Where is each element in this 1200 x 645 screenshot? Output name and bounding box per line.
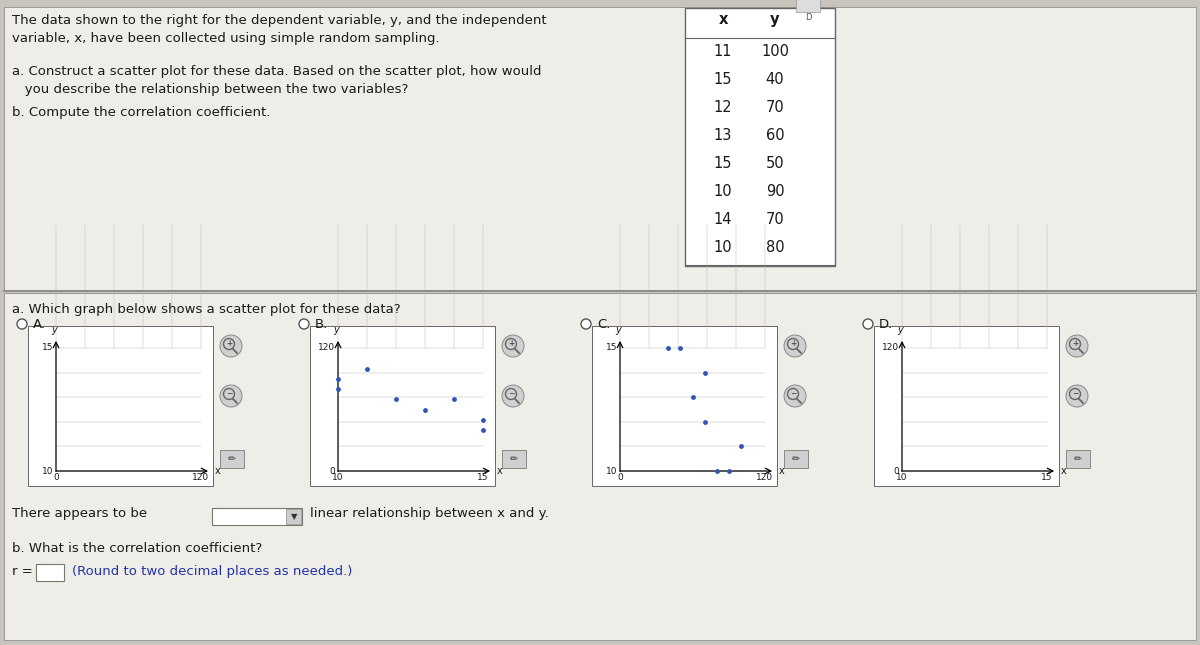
Text: 10: 10	[896, 473, 907, 482]
Circle shape	[784, 385, 806, 407]
Text: y: y	[898, 325, 902, 335]
Text: D.: D.	[878, 318, 893, 331]
Text: 60: 60	[766, 128, 785, 143]
Text: 0: 0	[329, 466, 335, 475]
Text: +: +	[1072, 339, 1078, 348]
Text: x: x	[779, 466, 785, 476]
FancyBboxPatch shape	[286, 509, 301, 524]
Text: b. What is the correlation coefficient?: b. What is the correlation coefficient?	[12, 542, 263, 555]
Text: −: −	[790, 390, 796, 399]
Text: 15: 15	[714, 72, 732, 87]
Text: y: y	[770, 12, 780, 27]
Text: 15: 15	[714, 156, 732, 171]
Text: 80: 80	[766, 240, 785, 255]
Text: 120: 120	[318, 344, 335, 353]
Text: ✏: ✏	[228, 454, 236, 464]
Circle shape	[502, 335, 524, 357]
FancyBboxPatch shape	[784, 450, 808, 468]
Text: r =: r =	[12, 565, 32, 578]
FancyBboxPatch shape	[36, 564, 64, 581]
Text: 70: 70	[766, 100, 785, 115]
FancyBboxPatch shape	[4, 7, 1196, 290]
Text: 10: 10	[42, 466, 53, 475]
Text: 0: 0	[617, 473, 623, 482]
Text: 120: 120	[192, 473, 210, 482]
Text: 50: 50	[766, 156, 785, 171]
Text: 0: 0	[893, 466, 899, 475]
Text: linear relationship between x and y.: linear relationship between x and y.	[310, 507, 548, 520]
FancyBboxPatch shape	[874, 326, 1060, 486]
Text: −: −	[508, 390, 514, 399]
Text: x: x	[497, 466, 503, 476]
Text: ✏: ✏	[510, 454, 518, 464]
FancyBboxPatch shape	[4, 293, 1196, 640]
Circle shape	[581, 319, 592, 329]
FancyBboxPatch shape	[1066, 450, 1090, 468]
Text: 0: 0	[53, 473, 59, 482]
Text: B.: B.	[314, 318, 329, 331]
Text: 100: 100	[761, 44, 790, 59]
Text: 120: 120	[882, 344, 899, 353]
Text: −: −	[226, 390, 232, 399]
Text: C.: C.	[598, 318, 611, 331]
Text: b. Compute the correlation coefficient.: b. Compute the correlation coefficient.	[12, 106, 270, 119]
FancyBboxPatch shape	[685, 8, 835, 266]
Text: 120: 120	[756, 473, 774, 482]
Text: ▼: ▼	[290, 513, 298, 522]
Text: +: +	[790, 339, 796, 348]
Text: x: x	[719, 12, 727, 27]
Text: a. Construct a scatter plot for these data. Based on the scatter plot, how would: a. Construct a scatter plot for these da…	[12, 65, 541, 78]
Text: variable, x, have been collected using simple random sampling.: variable, x, have been collected using s…	[12, 32, 439, 45]
FancyBboxPatch shape	[502, 450, 526, 468]
Text: ✏: ✏	[1074, 454, 1082, 464]
Text: 40: 40	[766, 72, 785, 87]
Text: 15: 15	[606, 344, 617, 353]
Text: 70: 70	[766, 212, 785, 227]
Text: 11: 11	[714, 44, 732, 59]
Text: A.: A.	[34, 318, 46, 331]
Text: you describe the relationship between the two variables?: you describe the relationship between th…	[12, 83, 408, 96]
Text: 10: 10	[332, 473, 343, 482]
FancyBboxPatch shape	[28, 326, 214, 486]
Text: x: x	[1061, 466, 1067, 476]
Text: There appears to be: There appears to be	[12, 507, 148, 520]
Text: a. Which graph below shows a scatter plot for these data?: a. Which graph below shows a scatter plo…	[12, 303, 401, 316]
Circle shape	[502, 385, 524, 407]
Text: 90: 90	[766, 184, 785, 199]
Circle shape	[1066, 335, 1088, 357]
Circle shape	[1066, 385, 1088, 407]
Text: −: −	[1072, 390, 1078, 399]
FancyBboxPatch shape	[220, 450, 244, 468]
Text: The data shown to the right for the dependent variable, y, and the independent: The data shown to the right for the depe…	[12, 14, 547, 27]
Circle shape	[220, 335, 242, 357]
Text: 15: 15	[478, 473, 488, 482]
Text: y: y	[334, 325, 338, 335]
Text: 10: 10	[714, 184, 732, 199]
Text: +: +	[226, 339, 232, 348]
Text: 13: 13	[714, 128, 732, 143]
Circle shape	[784, 335, 806, 357]
Text: 14: 14	[714, 212, 732, 227]
FancyBboxPatch shape	[212, 508, 302, 525]
Circle shape	[299, 319, 310, 329]
FancyBboxPatch shape	[592, 326, 778, 486]
Text: (Round to two decimal places as needed.): (Round to two decimal places as needed.)	[72, 565, 353, 578]
Text: +: +	[508, 339, 514, 348]
Text: y: y	[616, 325, 620, 335]
Text: y: y	[52, 325, 56, 335]
Text: 15: 15	[42, 344, 53, 353]
FancyBboxPatch shape	[310, 326, 496, 486]
Text: 12: 12	[714, 100, 732, 115]
Circle shape	[220, 385, 242, 407]
Circle shape	[863, 319, 874, 329]
FancyBboxPatch shape	[796, 0, 820, 12]
Text: 15: 15	[1042, 473, 1052, 482]
Text: D: D	[805, 12, 811, 21]
Circle shape	[17, 319, 28, 329]
Text: x: x	[215, 466, 221, 476]
Text: ✏: ✏	[792, 454, 800, 464]
Text: 10: 10	[606, 466, 617, 475]
Text: 10: 10	[714, 240, 732, 255]
